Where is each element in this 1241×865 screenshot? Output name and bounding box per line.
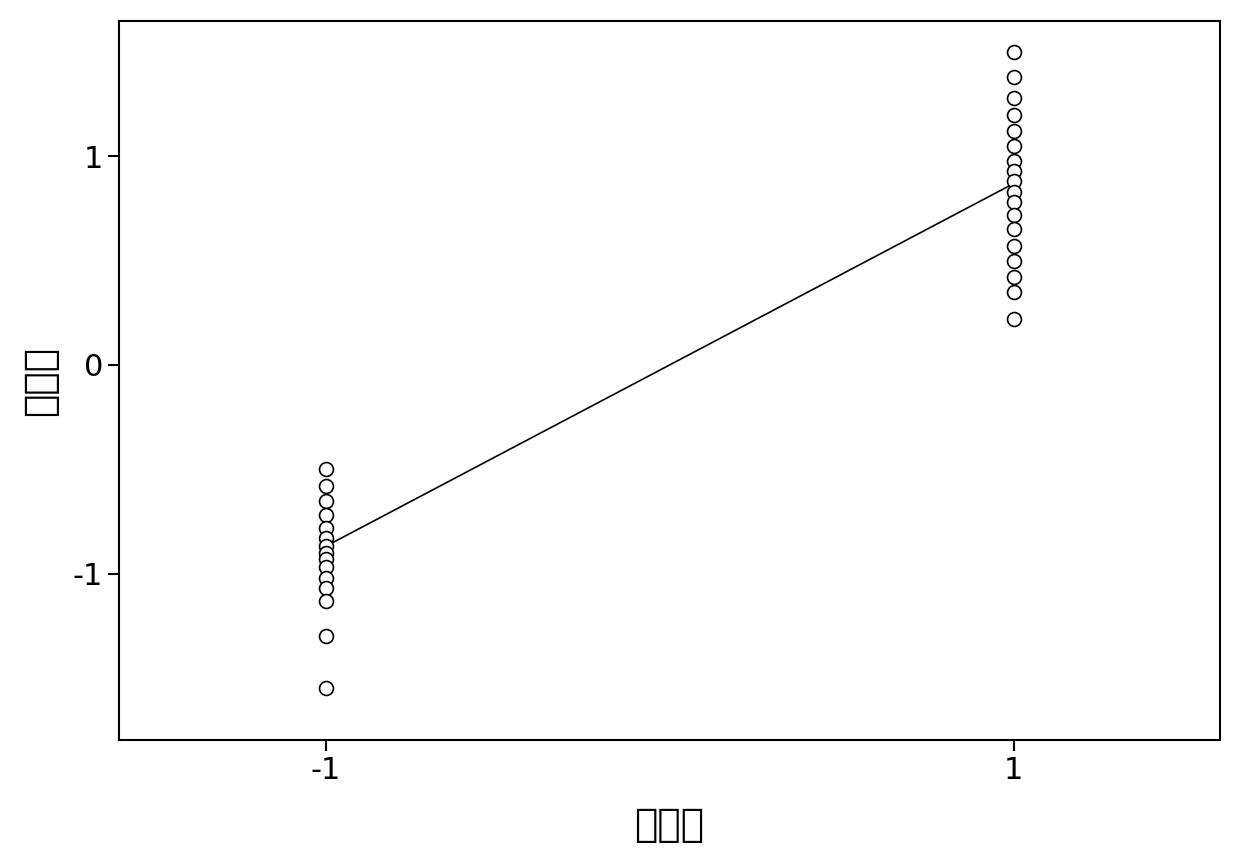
Point [1004, 108, 1024, 122]
Point [1004, 164, 1024, 178]
Point [1004, 195, 1024, 209]
Point [315, 561, 335, 574]
Point [1004, 91, 1024, 105]
Point [315, 509, 335, 522]
Point [315, 593, 335, 607]
Point [1004, 312, 1024, 326]
Point [315, 479, 335, 493]
Point [1004, 285, 1024, 299]
Point [315, 552, 335, 566]
Point [315, 629, 335, 643]
Point [1004, 70, 1024, 84]
Point [1004, 154, 1024, 168]
Point [1004, 208, 1024, 221]
Point [1004, 185, 1024, 199]
Point [1004, 125, 1024, 138]
Point [1004, 271, 1024, 285]
Point [1004, 139, 1024, 153]
Point [315, 462, 335, 476]
Point [315, 494, 335, 508]
Point [315, 540, 335, 554]
Point [315, 521, 335, 535]
Point [1004, 175, 1024, 189]
Point [315, 546, 335, 560]
Y-axis label: 预测値: 预测値 [21, 345, 58, 416]
Point [315, 571, 335, 585]
Point [1004, 45, 1024, 59]
Point [1004, 222, 1024, 236]
Point [1004, 239, 1024, 253]
Point [1004, 253, 1024, 267]
X-axis label: 实际値: 实际値 [634, 806, 705, 844]
Point [315, 581, 335, 595]
Point [315, 682, 335, 695]
Point [315, 531, 335, 545]
